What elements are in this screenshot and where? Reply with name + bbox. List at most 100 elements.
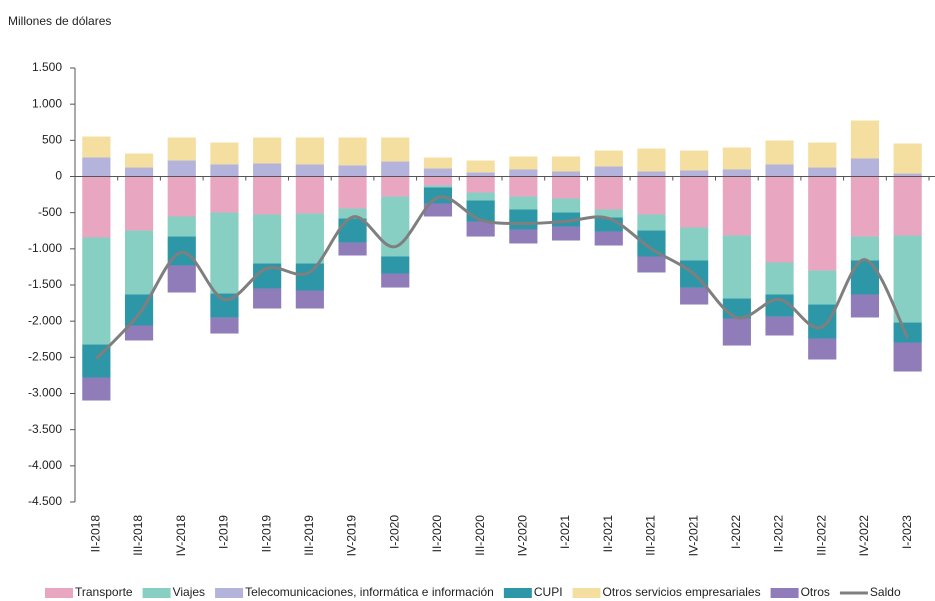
bar-segment — [594, 209, 623, 218]
bar-segment — [680, 227, 709, 261]
bar-segment — [82, 136, 111, 158]
bar-segment — [82, 176, 111, 238]
bar-segment — [722, 235, 751, 299]
bar-segment — [423, 203, 453, 217]
bar-segment — [808, 270, 837, 305]
bar-segment — [637, 176, 666, 215]
x-tick-label: II-2021 — [601, 515, 615, 553]
bar-segment — [253, 214, 282, 264]
bar-segment — [124, 230, 154, 295]
bar-segment — [167, 160, 196, 177]
x-tick-label: III-2019 — [302, 515, 316, 556]
bar-segment — [423, 168, 453, 177]
x-tick-label: III-2018 — [131, 515, 145, 556]
legend-swatch — [215, 588, 244, 598]
bar-segment — [680, 150, 709, 171]
bar-segment — [338, 208, 367, 219]
bar-segment — [253, 288, 282, 309]
bar-segment — [210, 317, 239, 334]
y-axis-title: Millones de dólares — [8, 14, 111, 28]
bar-segment — [466, 172, 495, 177]
bar-segment — [509, 169, 538, 177]
bar-segment — [381, 137, 410, 162]
legend-label: Otros — [801, 585, 830, 599]
bar-segment — [210, 142, 239, 165]
x-tick-label: IV-2018 — [174, 515, 188, 557]
bar-segment — [253, 137, 282, 164]
x-tick-label: III-2021 — [644, 515, 658, 556]
x-tick-label: IV-2021 — [686, 515, 700, 557]
x-tick-label: IV-2019 — [345, 515, 359, 557]
bar-segment — [338, 176, 367, 209]
bar-segment — [680, 170, 709, 177]
bar-segment — [509, 229, 538, 244]
y-tick-label: -4.000 — [28, 458, 62, 472]
y-tick-label: -2.000 — [28, 313, 62, 327]
bar-segment — [295, 263, 324, 291]
bar-segment — [338, 218, 367, 243]
bar-segment — [551, 171, 581, 177]
bar-segment — [381, 256, 410, 274]
bar-segment — [509, 209, 538, 230]
legend-swatch — [503, 588, 532, 598]
bar-segment — [850, 236, 880, 261]
y-tick-label: -3.500 — [28, 422, 62, 436]
bar-segment — [381, 161, 410, 177]
bar-segment — [594, 231, 623, 246]
bar-segment — [850, 158, 880, 177]
bar-segment — [637, 171, 666, 177]
bar-segment — [124, 167, 154, 177]
y-tick-label: -1.500 — [28, 277, 62, 291]
bar-segment — [210, 176, 239, 213]
y-tick-label: -2.500 — [28, 350, 62, 364]
bar-segment — [893, 342, 922, 372]
bar-segment — [82, 157, 111, 177]
bar-segment — [680, 287, 709, 305]
bar-segment — [722, 176, 751, 236]
bar-segment — [808, 338, 837, 360]
bar-segment — [295, 176, 324, 214]
bar-segment — [680, 176, 709, 228]
y-tick-label: -1.000 — [28, 241, 62, 255]
bar-segment — [466, 176, 495, 193]
x-tick-label: II-2022 — [772, 515, 786, 553]
y-tick-label: -500 — [38, 205, 62, 219]
y-tick-label: 500 — [42, 133, 62, 147]
y-tick-label: 1.500 — [32, 60, 62, 74]
bar-segment — [381, 273, 410, 288]
bar-segment — [765, 262, 794, 295]
bar-segment — [381, 176, 410, 197]
bar-segment — [551, 226, 581, 241]
bar-segment — [509, 176, 538, 197]
bar-segment — [808, 176, 837, 271]
y-tick-label: 1.000 — [32, 96, 62, 110]
bar-segment — [893, 173, 922, 177]
bar-segment — [423, 157, 453, 169]
bar-segment — [637, 214, 666, 231]
bar-segment — [594, 166, 623, 177]
bar-segment — [466, 192, 495, 201]
x-tick-label: II-2018 — [89, 515, 103, 553]
bar-segment — [295, 164, 324, 177]
bar-segment — [808, 167, 837, 177]
legend-swatch — [572, 588, 601, 598]
bar-segment — [594, 176, 623, 210]
bar-segment — [722, 318, 751, 346]
bar-segment — [466, 160, 495, 173]
bar-segment — [551, 198, 581, 213]
bar-segment — [893, 143, 922, 174]
bar-segment — [551, 156, 581, 172]
bar-segment — [765, 176, 794, 263]
x-tick-label: I-2021 — [558, 515, 572, 549]
x-tick-label: III-2020 — [473, 515, 487, 556]
x-tick-label: I-2019 — [217, 515, 231, 549]
bar-segment — [423, 185, 453, 188]
legend-swatch — [142, 588, 171, 598]
bar-segment — [722, 147, 751, 170]
bar-segment — [722, 169, 751, 177]
x-tick-label: I-2023 — [900, 515, 914, 549]
legend-label: Transporte — [75, 585, 133, 599]
bar-segment — [765, 164, 794, 177]
